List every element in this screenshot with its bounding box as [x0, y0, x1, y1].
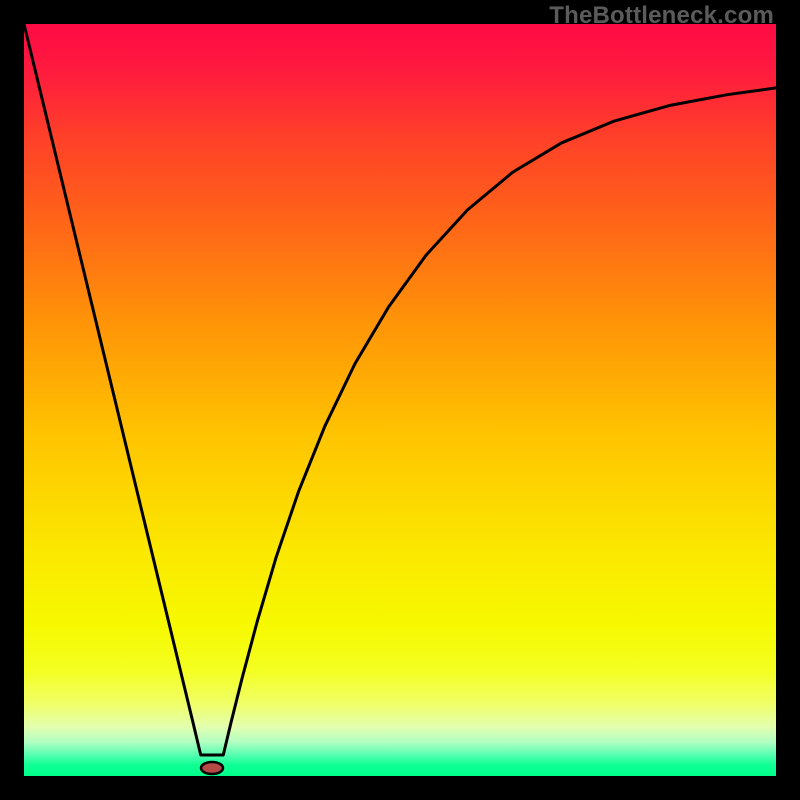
plot-area — [24, 24, 776, 776]
chart-svg — [24, 24, 776, 776]
watermark-text: TheBottleneck.com — [549, 2, 774, 30]
chart-background — [24, 24, 776, 776]
minimum-marker — [198, 759, 227, 778]
bottleneck-chart: TheBottleneck.com — [0, 0, 800, 800]
